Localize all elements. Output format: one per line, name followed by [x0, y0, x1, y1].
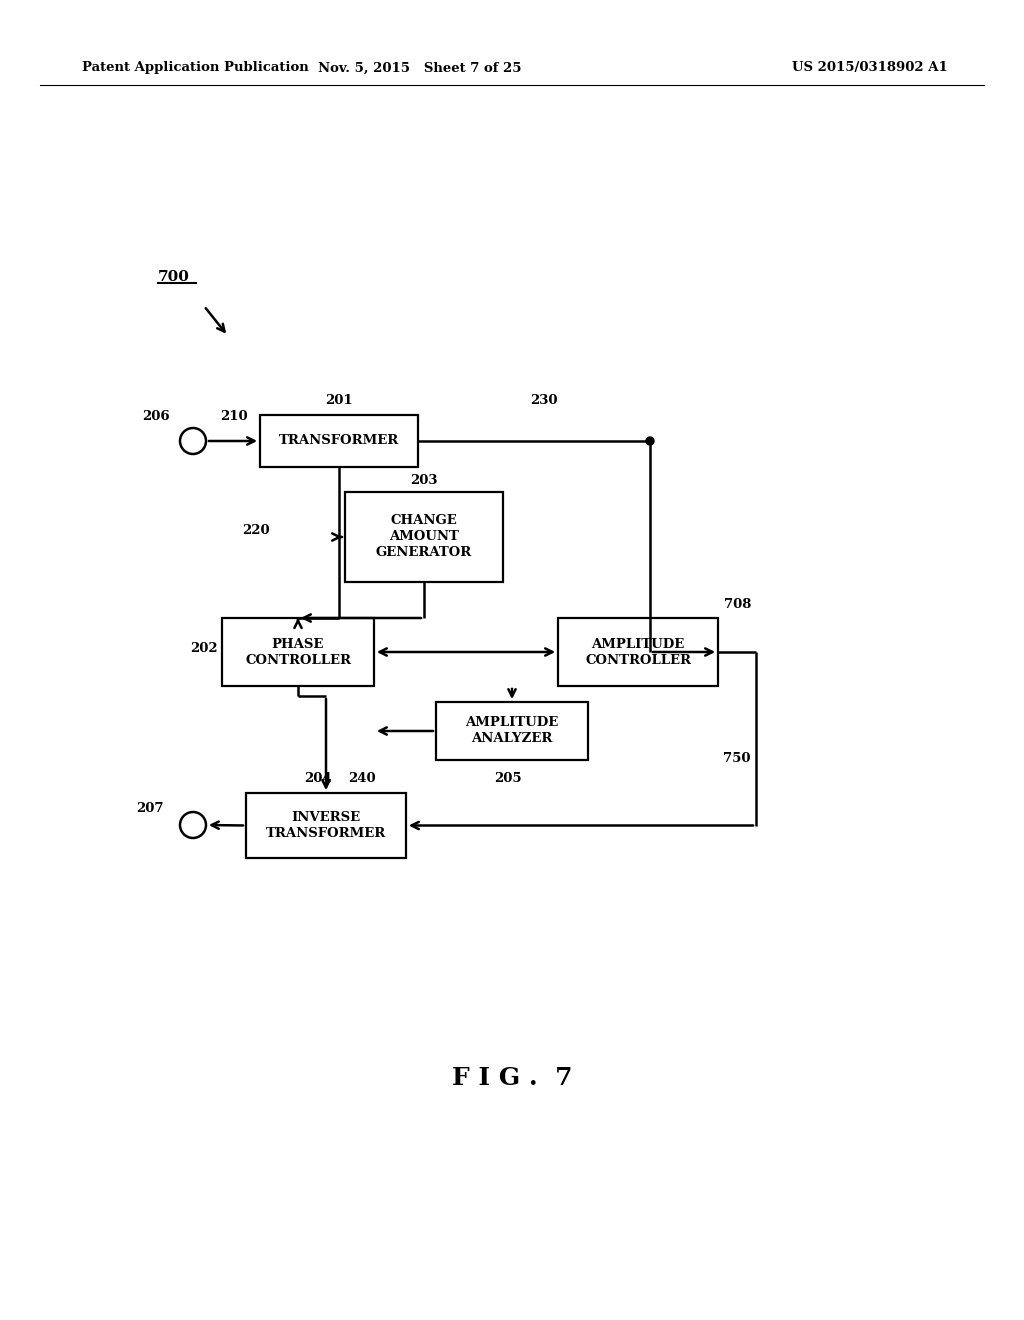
- Circle shape: [646, 437, 654, 445]
- Bar: [222, 618, 374, 686]
- Text: Nov. 5, 2015   Sheet 7 of 25: Nov. 5, 2015 Sheet 7 of 25: [318, 62, 522, 74]
- Text: 700: 700: [158, 271, 189, 284]
- Bar: [260, 414, 418, 467]
- Text: 201: 201: [326, 393, 353, 407]
- Text: CHANGE
AMOUNT
GENERATOR: CHANGE AMOUNT GENERATOR: [376, 515, 472, 560]
- Text: US 2015/0318902 A1: US 2015/0318902 A1: [793, 62, 948, 74]
- Text: Patent Application Publication: Patent Application Publication: [82, 62, 309, 74]
- Text: INVERSE
TRANSFORMER: INVERSE TRANSFORMER: [266, 810, 386, 840]
- Text: 203: 203: [411, 474, 437, 487]
- Text: AMPLITUDE
CONTROLLER: AMPLITUDE CONTROLLER: [585, 638, 691, 667]
- Text: F I G .  7: F I G . 7: [452, 1067, 572, 1090]
- Text: 240: 240: [348, 771, 376, 784]
- Bar: [246, 793, 406, 858]
- Text: PHASE
CONTROLLER: PHASE CONTROLLER: [245, 638, 351, 667]
- Text: 230: 230: [530, 393, 557, 407]
- Text: AMPLITUDE
ANALYZER: AMPLITUDE ANALYZER: [465, 717, 559, 746]
- Text: 206: 206: [142, 409, 170, 422]
- Text: 220: 220: [243, 524, 270, 536]
- Text: 205: 205: [495, 771, 522, 784]
- Bar: [436, 702, 588, 760]
- Text: 202: 202: [190, 642, 218, 655]
- Bar: [345, 492, 503, 582]
- Text: TRANSFORMER: TRANSFORMER: [279, 434, 399, 447]
- Text: 750: 750: [723, 751, 751, 764]
- Text: 204: 204: [304, 771, 332, 784]
- Bar: [558, 618, 718, 686]
- Text: 210: 210: [220, 409, 248, 422]
- Text: 708: 708: [724, 598, 752, 611]
- Text: 207: 207: [136, 801, 164, 814]
